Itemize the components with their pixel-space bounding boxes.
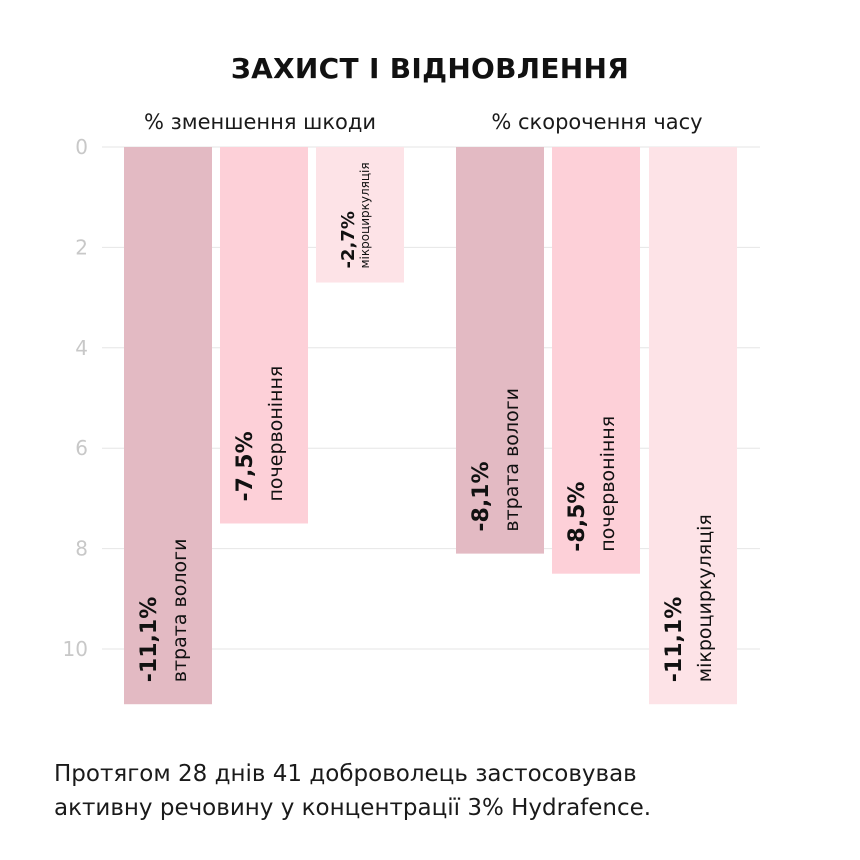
footnote-line-1: Протягом 28 днів 41 доброволець застосов…	[54, 761, 637, 787]
bar-value-label: -8,5%	[565, 482, 590, 552]
y-tick-label: 8	[75, 537, 88, 561]
bar-category-label: мікроциркуляція	[694, 514, 716, 682]
bar-chart: 0 2 4 6 8 10 -11,1% втрата вологи -7,5% почервоні…	[63, 135, 760, 705]
bar-category-label: мікроциркуляція	[358, 162, 372, 268]
bar-category-label: почервоніння	[597, 416, 619, 552]
bar-category-label: втрата вологи	[169, 539, 191, 683]
bar-value-label: -2,7%	[338, 211, 359, 268]
bar	[316, 147, 404, 283]
y-tick-label: 6	[75, 436, 88, 460]
bar	[124, 147, 212, 705]
y-tick-label: 4	[75, 336, 88, 360]
bar-category-label: почервоніння	[265, 366, 287, 502]
y-tick-label: 10	[63, 637, 88, 661]
bar	[220, 147, 308, 524]
group-label-time-reduction: % скорочення часу	[491, 110, 703, 134]
bar-value-label: -8,1%	[469, 461, 494, 531]
bar-value-label: -7,5%	[233, 431, 258, 501]
bar-category-label: втрата вологи	[501, 388, 523, 532]
bar	[456, 147, 544, 554]
bar	[552, 147, 640, 574]
chart-title: ЗАХИСТ І ВІДНОВЛЕННЯ	[230, 52, 630, 85]
bar-value-label: -11,1%	[662, 597, 687, 682]
y-tick-label: 0	[75, 135, 88, 159]
y-tick-label: 2	[75, 235, 88, 259]
bar	[649, 147, 737, 705]
footnote: Протягом 28 днів 41 доброволець застосов…	[54, 757, 651, 825]
group-label-damage-reduction: % зменшення шкоди	[143, 110, 377, 134]
bar-value-label: -11,1%	[137, 597, 162, 682]
footnote-line-2: активну речовину у концентрації 3% Hydra…	[54, 795, 652, 821]
